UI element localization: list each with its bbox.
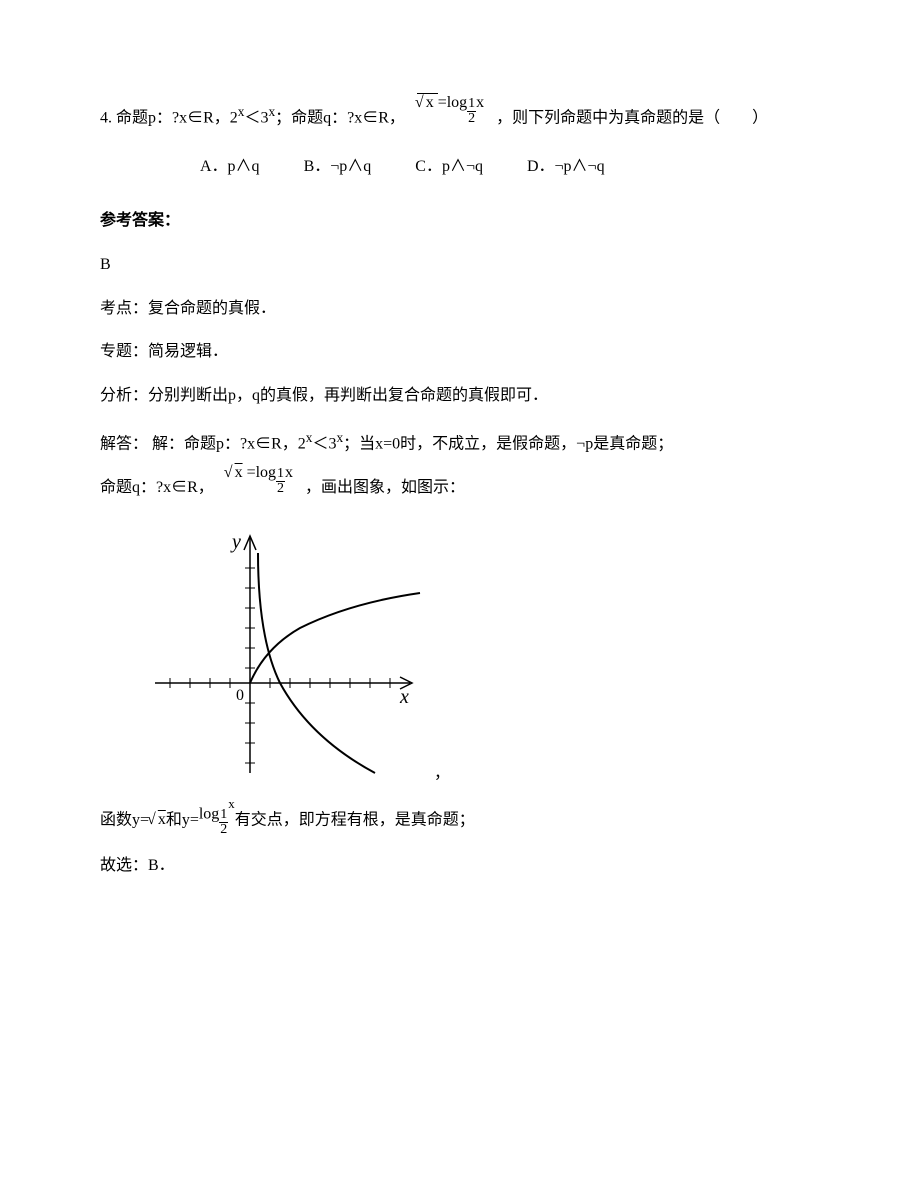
graph-comma: ， xyxy=(434,765,450,782)
origin-label: 0 xyxy=(236,687,244,704)
fl-sqrt: √x xyxy=(149,806,166,835)
q-p4: ，则下列命题中为真命题的是（ ） xyxy=(496,109,768,126)
ql-suffix: ，画出图象，如图示： xyxy=(305,479,465,496)
graph-container: y x 0 ， xyxy=(150,518,860,789)
eq2-eq: =log xyxy=(247,464,276,481)
fl-log: log12x xyxy=(199,796,235,829)
choice-d: D．¬p∧¬q xyxy=(527,153,605,182)
q-p1: 命题p：?x∈R，2 xyxy=(116,109,238,126)
jieda-mid2: ；当x=0时，不成立，是假命题，¬p是真命题； xyxy=(343,435,673,452)
jieda-mid1: ＜3 xyxy=(312,435,336,452)
fl-prefix: 函数y= xyxy=(100,811,149,828)
eq-sub-top: 1 xyxy=(467,97,476,112)
fl-sub-top: 1 xyxy=(219,808,228,823)
y-axis-label: y xyxy=(230,531,241,553)
eq-eq: =log xyxy=(438,94,467,111)
fl-sub-bot: 2 xyxy=(219,823,228,837)
choice-c: C．p∧¬q xyxy=(415,153,483,182)
eq2-sub-bot: 2 xyxy=(276,482,285,496)
equation-sqrt-log: √x =log12x xyxy=(417,89,484,118)
function-graph: y x 0 xyxy=(150,518,430,778)
fl-sup-x: x xyxy=(228,796,235,811)
answer-value: B xyxy=(100,251,860,280)
ql-prefix: 命题q：?x∈R， xyxy=(100,479,214,496)
q-p3: ；命题q：?x∈R， xyxy=(275,109,405,126)
eq-sqrt-x: x xyxy=(426,94,434,111)
eq-sub-bot: 2 xyxy=(467,112,476,126)
q-number: 4. xyxy=(100,109,112,126)
q-p2: ＜3 xyxy=(244,109,268,126)
kaodian: 考点：复合命题的真假． xyxy=(100,295,860,324)
choices-row: A．p∧q B．¬p∧q C．p∧¬q D．¬p∧¬q xyxy=(200,153,860,182)
x-axis-label: x xyxy=(399,686,409,708)
jieda-prefix: 解答： 解：命题p：?x∈R，2 xyxy=(100,435,306,452)
func-line: 函数y=√x和y=log12x有交点，即方程有根，是真命题； xyxy=(100,804,860,837)
question-text: 4. 命题p：?x∈R，2x＜3x；命题q：?x∈R， √x =log12x ，… xyxy=(100,100,860,133)
eq2-sqrt-x: x xyxy=(235,464,243,481)
jieda-line: 解答： 解：命题p：?x∈R，2x＜3x；当x=0时，不成立，是假命题，¬p是真… xyxy=(100,426,860,459)
eq2-sub-top: 1 xyxy=(276,467,285,482)
conclusion: 故选：B． xyxy=(100,852,860,881)
equation-sqrt-log-2: √x =log12x xyxy=(226,459,293,488)
choice-a: A．p∧q xyxy=(200,153,260,182)
q-line: 命题q：?x∈R， √x =log12x ，画出图象，如图示： xyxy=(100,474,860,503)
zhuanti: 专题：简易逻辑． xyxy=(100,338,860,367)
answer-label: 参考答案： xyxy=(100,207,860,236)
choice-b: B．¬p∧q xyxy=(304,153,372,182)
eq2-x: x xyxy=(285,464,293,481)
eq-x: x xyxy=(476,94,484,111)
fl-suffix: 有交点，即方程有根，是真命题； xyxy=(235,811,475,828)
fl-and: 和y= xyxy=(166,811,199,828)
fenxi: 分析：分别判断出p，q的真假，再判断出复合命题的真假即可． xyxy=(100,382,860,411)
fl-log-text: log xyxy=(199,805,219,822)
